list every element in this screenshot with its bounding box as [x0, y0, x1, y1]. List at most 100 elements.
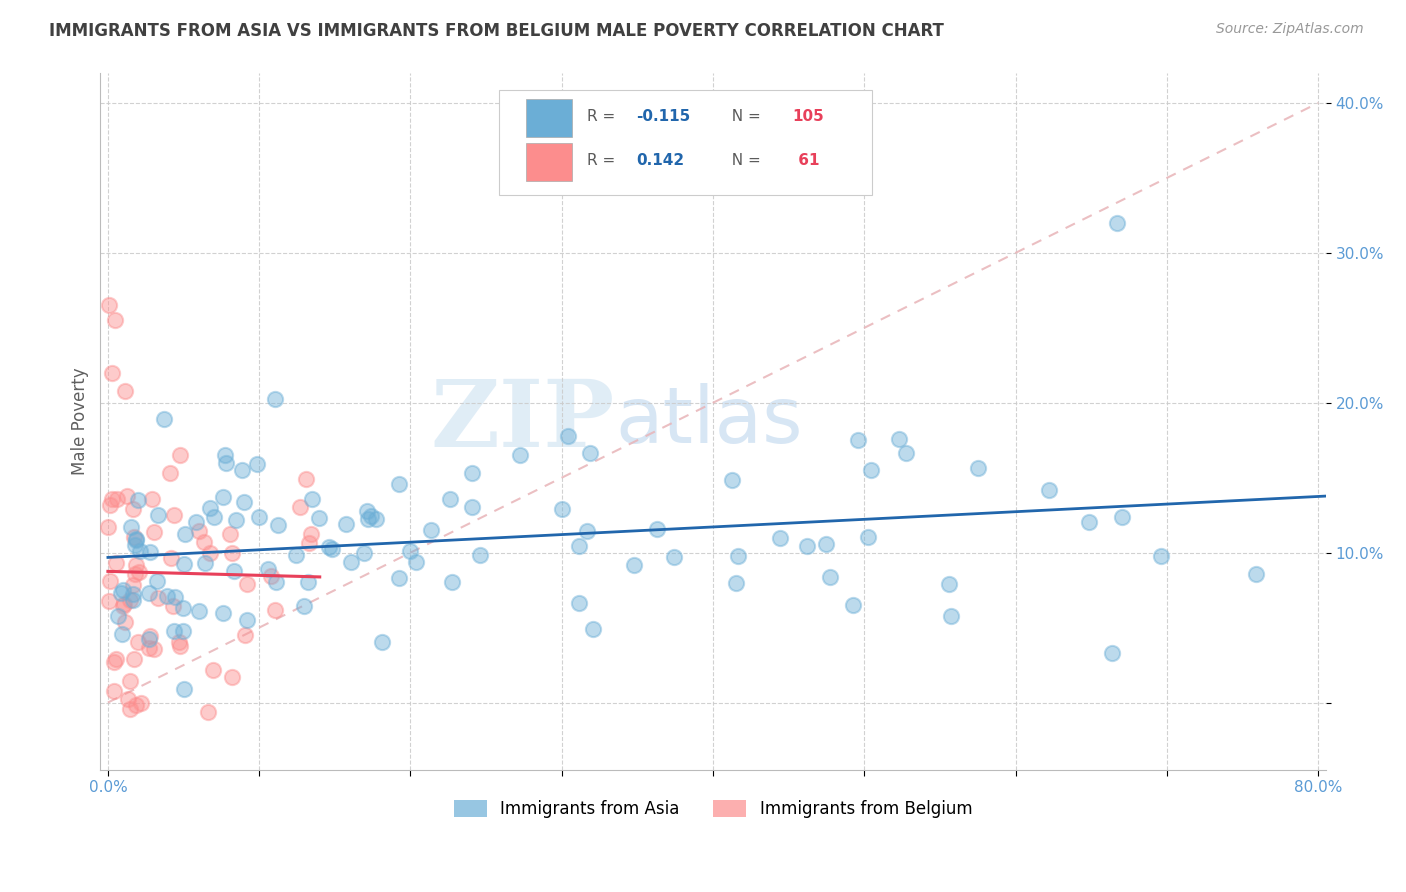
Point — [98, 498, 121, 512]
Point — [938, 576, 960, 591]
Point — [173, 681, 195, 696]
Point — [846, 434, 869, 448]
Point — [582, 622, 605, 636]
Point — [104, 652, 127, 666]
Point — [308, 511, 330, 525]
Point — [104, 556, 127, 570]
Point — [125, 698, 148, 713]
Point — [114, 597, 136, 611]
Point — [1105, 216, 1128, 230]
Point — [122, 502, 145, 516]
Point — [128, 544, 150, 558]
Point — [894, 446, 917, 460]
Point — [103, 684, 125, 698]
Point — [224, 564, 246, 578]
Point — [163, 590, 186, 604]
Text: ZIP: ZIP — [430, 376, 614, 467]
Point — [720, 473, 742, 487]
Point — [1244, 566, 1267, 581]
Point — [939, 609, 962, 624]
Point — [219, 526, 242, 541]
Point — [796, 539, 818, 553]
Point — [335, 517, 357, 532]
Point — [128, 566, 150, 580]
Point — [388, 476, 411, 491]
Point — [172, 624, 194, 638]
Point — [124, 538, 146, 552]
Point — [340, 555, 363, 569]
Point — [295, 472, 318, 486]
Point — [288, 500, 311, 515]
Point — [174, 527, 197, 541]
Point — [299, 527, 322, 541]
Point — [117, 692, 139, 706]
Point — [360, 508, 382, 523]
Point — [197, 706, 219, 720]
Point — [146, 591, 169, 606]
Point — [101, 491, 124, 506]
Point — [201, 663, 224, 677]
Point — [160, 551, 183, 566]
Point — [1077, 515, 1099, 529]
Point — [887, 432, 910, 446]
Point — [842, 598, 865, 612]
Point — [187, 604, 209, 618]
Point — [236, 577, 259, 591]
Point — [247, 510, 270, 524]
Point — [193, 534, 215, 549]
Point — [138, 641, 160, 656]
Text: 0.142: 0.142 — [636, 153, 683, 168]
Point — [100, 366, 122, 380]
Point — [125, 532, 148, 546]
Point — [120, 520, 142, 534]
Point — [202, 509, 225, 524]
Point — [127, 493, 149, 508]
Point — [246, 457, 269, 471]
Point — [120, 593, 142, 607]
Point — [292, 599, 315, 614]
Point — [568, 596, 591, 610]
Point — [509, 448, 531, 462]
Point — [162, 508, 184, 522]
Point — [139, 545, 162, 559]
Point — [163, 624, 186, 638]
Text: -0.115: -0.115 — [636, 109, 690, 124]
Point — [264, 603, 287, 617]
Point — [551, 502, 574, 516]
Point — [318, 541, 340, 555]
Point — [118, 702, 141, 716]
Point — [470, 549, 492, 563]
Point — [1038, 483, 1060, 497]
Point — [557, 429, 579, 443]
Point — [1111, 509, 1133, 524]
Point — [98, 574, 121, 588]
Point — [264, 392, 287, 406]
Point — [769, 532, 792, 546]
Point — [111, 626, 134, 640]
Point — [97, 520, 120, 534]
Point — [193, 556, 215, 570]
Point — [420, 523, 443, 537]
Point — [662, 550, 685, 565]
Point — [214, 456, 236, 470]
Point — [212, 607, 235, 621]
Point — [143, 641, 166, 656]
Text: R =: R = — [586, 109, 620, 124]
Point — [115, 489, 138, 503]
Point — [162, 599, 184, 613]
Text: Source: ZipAtlas.com: Source: ZipAtlas.com — [1216, 22, 1364, 37]
Point — [257, 562, 280, 576]
FancyBboxPatch shape — [499, 90, 872, 195]
Point — [127, 635, 149, 649]
Bar — [526, 99, 572, 137]
Point — [231, 463, 253, 477]
Text: 105: 105 — [793, 109, 824, 124]
Text: IMMIGRANTS FROM ASIA VS IMMIGRANTS FROM BELGIUM MALE POVERTY CORRELATION CHART: IMMIGRANTS FROM ASIA VS IMMIGRANTS FROM … — [49, 22, 943, 40]
Point — [264, 574, 287, 589]
Point — [111, 583, 134, 598]
Text: 61: 61 — [793, 153, 820, 168]
Point — [439, 492, 461, 507]
Point — [120, 674, 142, 689]
Point — [212, 490, 235, 504]
Point — [284, 548, 307, 562]
